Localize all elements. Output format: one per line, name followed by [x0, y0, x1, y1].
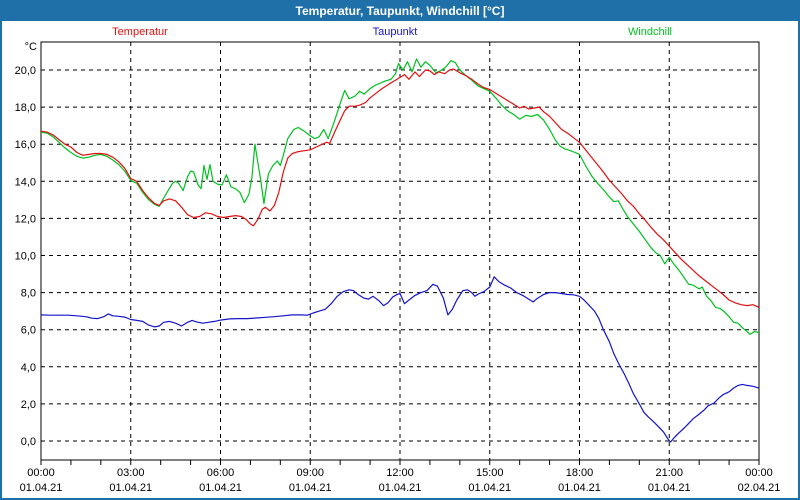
title-bar: Temperatur, Taupunkt, Windchill [°C] — [2, 2, 798, 21]
series-line-taupunkt — [40, 276, 760, 443]
legend-item-temperatur: Temperatur — [112, 26, 168, 38]
series-line-windchill — [40, 58, 760, 335]
x-tick-time-label: 12:00 — [386, 467, 414, 479]
x-tick-date-label: 01.04.21 — [289, 482, 332, 494]
x-tick-date-label: 01.04.21 — [20, 482, 63, 494]
legend-item-taupunkt: Taupunkt — [372, 26, 418, 38]
x-tick-time-label: 00:00 — [27, 467, 55, 479]
x-tick-date-label: 02.04.21 — [738, 482, 781, 494]
series-line-temperatur — [40, 68, 760, 308]
y-tick-label: 4,0 — [21, 362, 36, 374]
x-tick-time-label: 00:00 — [745, 467, 773, 479]
x-tick-time-label: 15:00 — [476, 467, 504, 479]
x-tick-date-label: 01.04.21 — [648, 482, 691, 494]
page-title: Temperatur, Taupunkt, Windchill [°C] — [295, 4, 505, 18]
x-tick-time-label: 18:00 — [566, 467, 594, 479]
y-tick-label: 14,0 — [15, 176, 36, 188]
y-tick-label: 16,0 — [15, 139, 36, 151]
y-tick-label: 12,0 — [15, 213, 36, 225]
y-tick-label: 0,0 — [21, 436, 36, 448]
x-tick-time-label: 03:00 — [117, 467, 145, 479]
y-tick-label: 8,0 — [21, 288, 36, 300]
x-tick-date-label: 01.04.21 — [109, 482, 152, 494]
x-tick-date-label: 01.04.21 — [379, 482, 422, 494]
y-axis-unit-label: °C — [24, 41, 37, 53]
plot-border — [40, 41, 760, 461]
y-tick-label: 10,0 — [15, 251, 36, 263]
legend-item-windchill: Windchill — [627, 26, 672, 38]
x-tick-date-label: 01.04.21 — [199, 482, 242, 494]
y-tick-label: 2,0 — [21, 399, 36, 411]
y-tick-label: 20,0 — [15, 65, 36, 77]
y-tick-label: 6,0 — [21, 325, 36, 337]
x-tick-time-label: 21:00 — [655, 467, 683, 479]
x-tick-date-label: 01.04.21 — [468, 482, 511, 494]
x-tick-date-label: 01.04.21 — [558, 482, 601, 494]
x-tick-time-label: 09:00 — [296, 467, 324, 479]
x-tick-time-label: 06:00 — [207, 467, 235, 479]
y-tick-label: 18,0 — [15, 102, 36, 114]
